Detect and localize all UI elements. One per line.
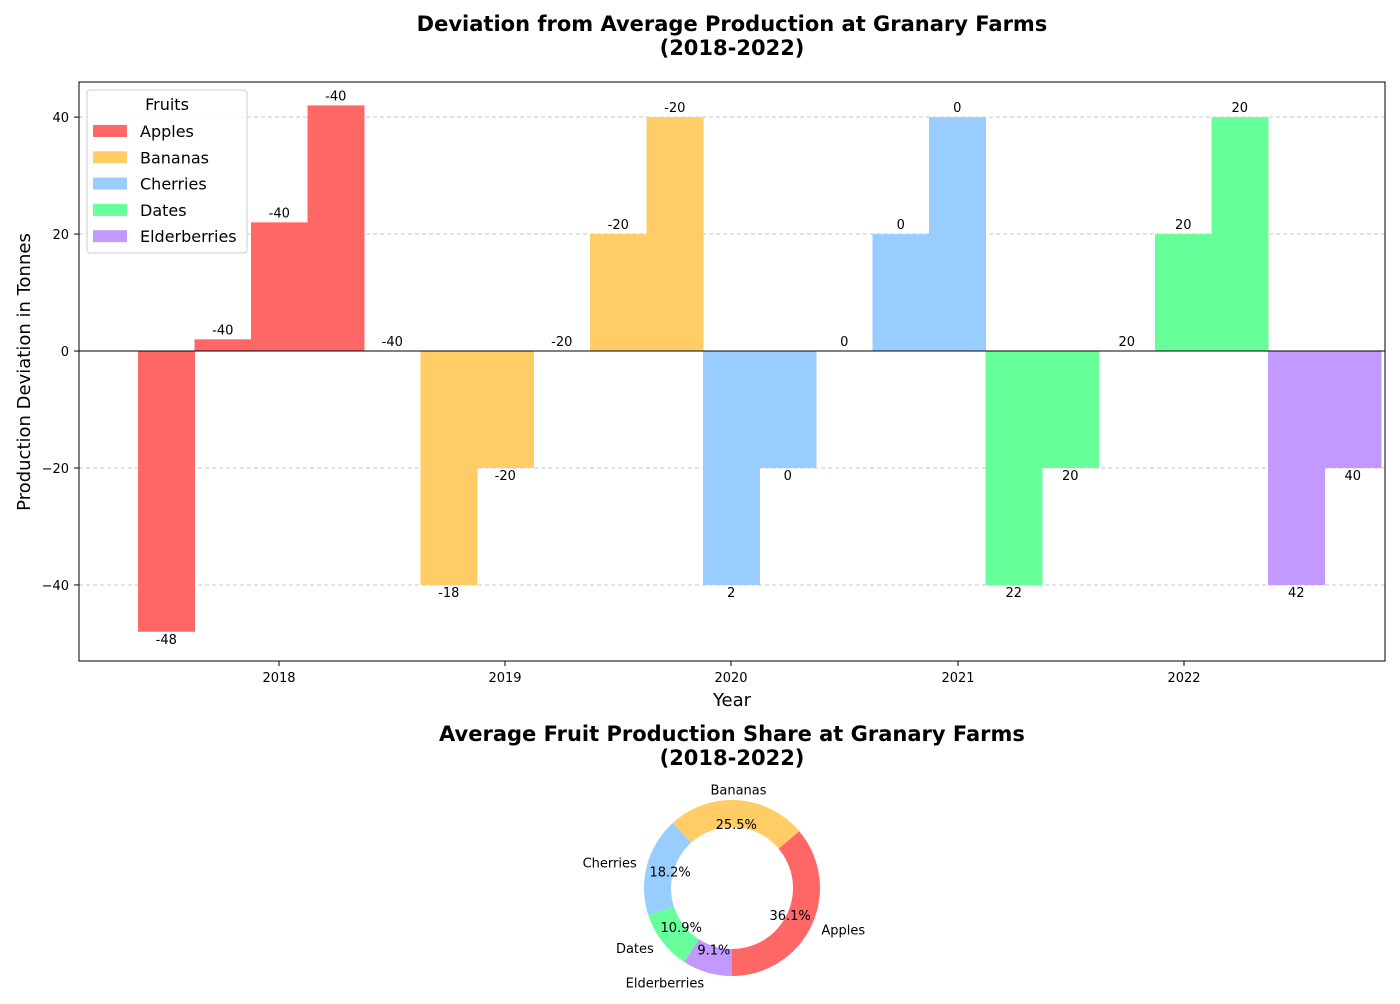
- value-label: -40: [212, 323, 233, 338]
- bar-chart-title-line-1: Deviation from Average Production at Gra…: [417, 12, 1048, 36]
- x-tick-label-2018: 2018: [262, 671, 295, 686]
- legend-swatch-cherries: [93, 177, 127, 190]
- bar-cherries-2022: [929, 117, 986, 352]
- value-label: -40: [325, 89, 346, 104]
- slice-percent-cherries: 18.2%: [649, 865, 690, 880]
- bar-dates-2018: [985, 351, 1043, 585]
- y-tick-label: −40: [42, 579, 69, 594]
- bar-chart: -48-40-40-40-40-18-20-20-20-202000022202…: [42, 81, 1386, 686]
- value-label: -18: [438, 586, 459, 601]
- value-label: -20: [495, 469, 516, 484]
- bar-dates-2019: [1042, 351, 1099, 468]
- value-label: 0: [840, 335, 848, 350]
- x-tick-label-2022: 2022: [1167, 671, 1200, 686]
- slice-percent-bananas: 25.5%: [716, 818, 757, 833]
- slice-bananas: [672, 799, 800, 849]
- legend-label-elderberries: Elderberries: [140, 227, 237, 246]
- bar-cherries-2021: [872, 234, 930, 352]
- plot-frame: [78, 81, 1386, 662]
- bar-dates-2021: [1155, 234, 1212, 352]
- legend-swatch-dates: [93, 203, 127, 216]
- legend-swatch-elderberries: [93, 230, 127, 243]
- bar-cherries-2018: [703, 351, 760, 585]
- legend-label-bananas: Bananas: [140, 148, 209, 167]
- legend-label-apples: Apples: [140, 122, 194, 141]
- slice-dates: [648, 906, 699, 962]
- pie-chart-title-line-2: (2018-2022): [660, 746, 805, 770]
- y-axis-label: Production Deviation in Tonnes: [14, 233, 35, 511]
- donut-chart: 36.1% Apples 25.5% Bananas 18.2% Cherries 10.9…: [583, 784, 866, 992]
- slice-label-apples: Apples: [821, 923, 865, 938]
- bar-apples-2020: [251, 222, 308, 352]
- bar-apples-2018: [138, 351, 195, 632]
- value-label: 42: [1288, 586, 1305, 601]
- y-tick-label: 0: [61, 345, 69, 360]
- legend-label-dates: Dates: [140, 201, 187, 220]
- y-tick-label: 40: [52, 111, 69, 126]
- pie-chart-title-line-1: Average Fruit Production Share at Granar…: [439, 722, 1025, 746]
- legend: Fruits Apples Bananas Cherries Dates Elderber…: [86, 89, 248, 254]
- slice-apples: [732, 831, 820, 976]
- x-tick-label-2020: 2020: [714, 671, 747, 686]
- value-label: 0: [897, 218, 905, 233]
- value-label: 0: [784, 469, 792, 484]
- value-label: 22: [1005, 586, 1022, 601]
- bar-dates-2022: [1211, 117, 1269, 352]
- value-label: 40: [1344, 469, 1361, 484]
- legend-swatch-bananas: [93, 151, 127, 164]
- slice-percent-elderberries: 9.1%: [697, 943, 730, 958]
- bar-apples-2019: [194, 339, 252, 352]
- slice-label-elderberries: Elderberries: [626, 977, 705, 992]
- slice-percent-apples: 36.1%: [769, 909, 810, 924]
- value-label: 0: [953, 101, 961, 116]
- slice-cherries: [644, 822, 692, 915]
- value-label: 20: [1062, 469, 1079, 484]
- value-label: -40: [269, 206, 290, 221]
- value-label: 20: [1231, 101, 1248, 116]
- slice-label-dates: Dates: [616, 942, 654, 957]
- value-label: -20: [664, 101, 685, 116]
- x-tick-label-2021: 2021: [941, 671, 974, 686]
- bar-bananas-2019: [477, 351, 534, 468]
- value-label: 20: [1175, 218, 1192, 233]
- slice-label-cherries: Cherries: [583, 857, 637, 872]
- legend-label-cherries: Cherries: [140, 175, 207, 194]
- value-label: 20: [1118, 335, 1135, 350]
- bar-bananas-2022: [646, 117, 704, 352]
- bar-elderberries-2018: [1268, 351, 1325, 585]
- value-label: -40: [382, 335, 403, 350]
- bar-bananas-2021: [590, 234, 647, 352]
- value-label: 2: [727, 586, 735, 601]
- bar-chart-title-line-2: (2018-2022): [660, 36, 805, 60]
- value-label: -48: [156, 633, 177, 648]
- slice-percent-dates: 10.9%: [661, 921, 702, 936]
- x-tick-label-2019: 2019: [488, 671, 521, 686]
- bar-cherries-2019: [759, 351, 817, 468]
- bar-elderberries-2019: [1324, 351, 1382, 468]
- legend-swatch-apples: [93, 125, 127, 137]
- y-tick-label: −20: [42, 462, 69, 477]
- slice-label-bananas: Bananas: [710, 784, 766, 799]
- bar-bananas-2018: [420, 351, 478, 585]
- slice-elderberries: [684, 939, 732, 976]
- legend-title: Fruits: [145, 95, 189, 114]
- bar-apples-2021: [307, 105, 365, 352]
- value-label: -20: [551, 335, 572, 350]
- value-label: -20: [608, 218, 629, 233]
- y-tick-label: 20: [52, 228, 69, 243]
- x-axis-label: Year: [712, 690, 752, 711]
